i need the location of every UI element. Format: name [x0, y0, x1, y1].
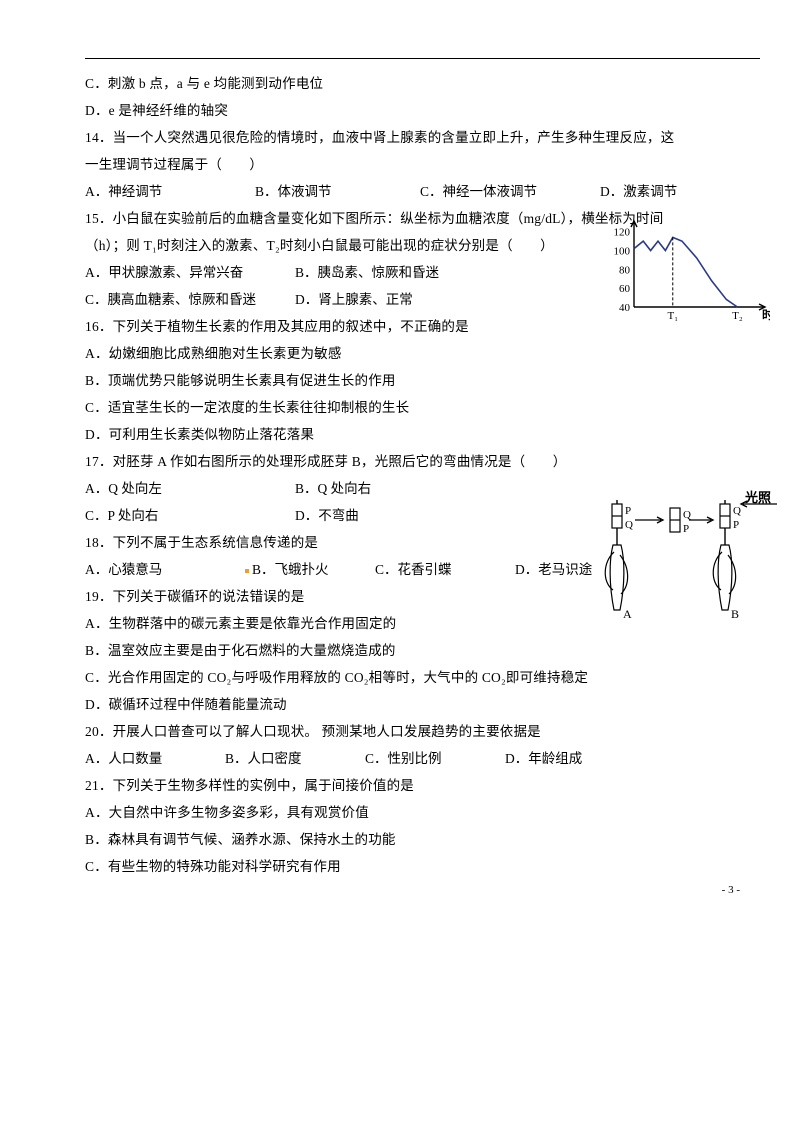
svg-text:120: 120: [614, 227, 631, 239]
svg-text:Q: Q: [733, 505, 741, 517]
dot-icon: [245, 569, 249, 573]
q14-d: D．激素调节: [600, 178, 677, 205]
q18-b: B．飞蛾扑火: [245, 556, 375, 583]
q14-b: B．体液调节: [255, 178, 420, 205]
q17-c: C．P 处向右: [85, 502, 295, 529]
q13-option-c: C．刺激 b 点，a 与 e 均能测到动作电位: [85, 70, 715, 97]
svg-text:40: 40: [619, 302, 631, 314]
svg-text:T₁: T₁: [667, 310, 678, 322]
q21-stem: 21．下列关于生物多样性的实例中，属于间接价值的是: [85, 772, 715, 799]
q14-c: C．神经一体液调节: [420, 178, 600, 205]
q18-a: A．心猿意马: [85, 556, 245, 583]
svg-text:Q: Q: [683, 509, 691, 521]
page-container: C．刺激 b 点，a 与 e 均能测到动作电位 D．e 是神经纤维的轴突 14．…: [0, 0, 800, 920]
header-rule: [85, 58, 760, 59]
q14-stem-2: 一生理调节过程属于（ ）: [85, 151, 715, 178]
svg-text:P: P: [625, 505, 631, 517]
q18-d: D．老马识途: [515, 556, 592, 583]
q15-b: B．胰岛素、惊厥和昏迷: [295, 259, 439, 286]
q15-c: C．胰高血糖素、惊厥和昏迷: [85, 286, 295, 313]
q20-b: B．人口密度: [225, 745, 365, 772]
q14-a: A．神经调节: [85, 178, 255, 205]
svg-text:光照: 光照: [744, 490, 771, 505]
q21-b: B．森林具有调节气候、涵养水源、保持水土的功能: [85, 826, 715, 853]
q20-c: C．性别比例: [365, 745, 505, 772]
svg-text:P: P: [733, 519, 739, 531]
svg-text:100: 100: [614, 246, 631, 258]
q20-stem: 20．开展人口普查可以了解人口现状。 预测某地人口发展趋势的主要依据是: [85, 718, 715, 745]
q21-c: C．有些生物的特殊功能对科学研究有作用: [85, 853, 715, 880]
q21-a: A．大自然中许多生物多姿多彩，具有观赏价值: [85, 799, 715, 826]
glucose-chart-svg: 120 100 80 60 40 T₁ T₂ 时间: [604, 217, 770, 327]
q20-a: A．人口数量: [85, 745, 225, 772]
q16-d: D．可利用生长素类似物防止落花落果: [85, 421, 715, 448]
svg-text:Q: Q: [625, 519, 633, 531]
svg-text:80: 80: [619, 264, 631, 276]
q15-glucose-chart: 120 100 80 60 40 T₁ T₂ 时间: [604, 217, 770, 327]
q16-c: C．适宜茎生长的一定浓度的生长素往往抑制根的生长: [85, 394, 715, 421]
q17-coleoptile-diagram: PQAQPQPB光照: [595, 490, 780, 632]
q20-d: D．年龄组成: [505, 745, 582, 772]
q19-d: D．碳循环过程中伴随着能量流动: [85, 691, 715, 718]
svg-text:A: A: [623, 607, 632, 621]
svg-text:T₂: T₂: [732, 310, 743, 322]
q19-c: C．光合作用固定的 CO₂与呼吸作用释放的 CO₂相等时，大气中的 CO₂即可维…: [85, 664, 715, 691]
q16-a: A．幼嫩细胞比成熟细胞对生长素更为敏感: [85, 340, 715, 367]
svg-text:B: B: [731, 607, 739, 621]
q14-options: A．神经调节 B．体液调节 C．神经一体液调节 D．激素调节: [85, 178, 715, 205]
q19-b: B．温室效应主要是由于化石燃料的大量燃烧造成的: [85, 637, 715, 664]
q20-options: A．人口数量 B．人口密度 C．性别比例 D．年龄组成: [85, 745, 715, 772]
page-number: - 3 -: [722, 884, 740, 896]
q16-b: B．顶端优势只能够说明生长素具有促进生长的作用: [85, 367, 715, 394]
q14-stem-1: 14．当一个人突然遇见很危险的情境时，血液中肾上腺素的含量立即上升，产生多种生理…: [85, 124, 715, 151]
q17-a: A．Q 处向左: [85, 475, 295, 502]
q17-stem: 17．对胚芽 A 作如右图所示的处理形成胚芽 B，光照后它的弯曲情况是（ ）: [85, 448, 715, 475]
coleoptile-svg: PQAQPQPB光照: [595, 490, 780, 632]
q15-a: A．甲状腺激素、异常兴奋: [85, 259, 295, 286]
q17-b: B．Q 处向右: [295, 475, 371, 502]
q15-d: D．肾上腺素、正常: [295, 286, 413, 313]
q17-d: D．不弯曲: [295, 502, 359, 529]
svg-text:60: 60: [619, 283, 631, 295]
q18-c: C．花香引蝶: [375, 556, 515, 583]
q13-option-d: D．e 是神经纤维的轴突: [85, 97, 715, 124]
svg-text:P: P: [683, 523, 689, 535]
svg-text:时间: 时间: [762, 307, 770, 322]
q18-b-text: B．飞蛾扑火: [252, 556, 329, 583]
